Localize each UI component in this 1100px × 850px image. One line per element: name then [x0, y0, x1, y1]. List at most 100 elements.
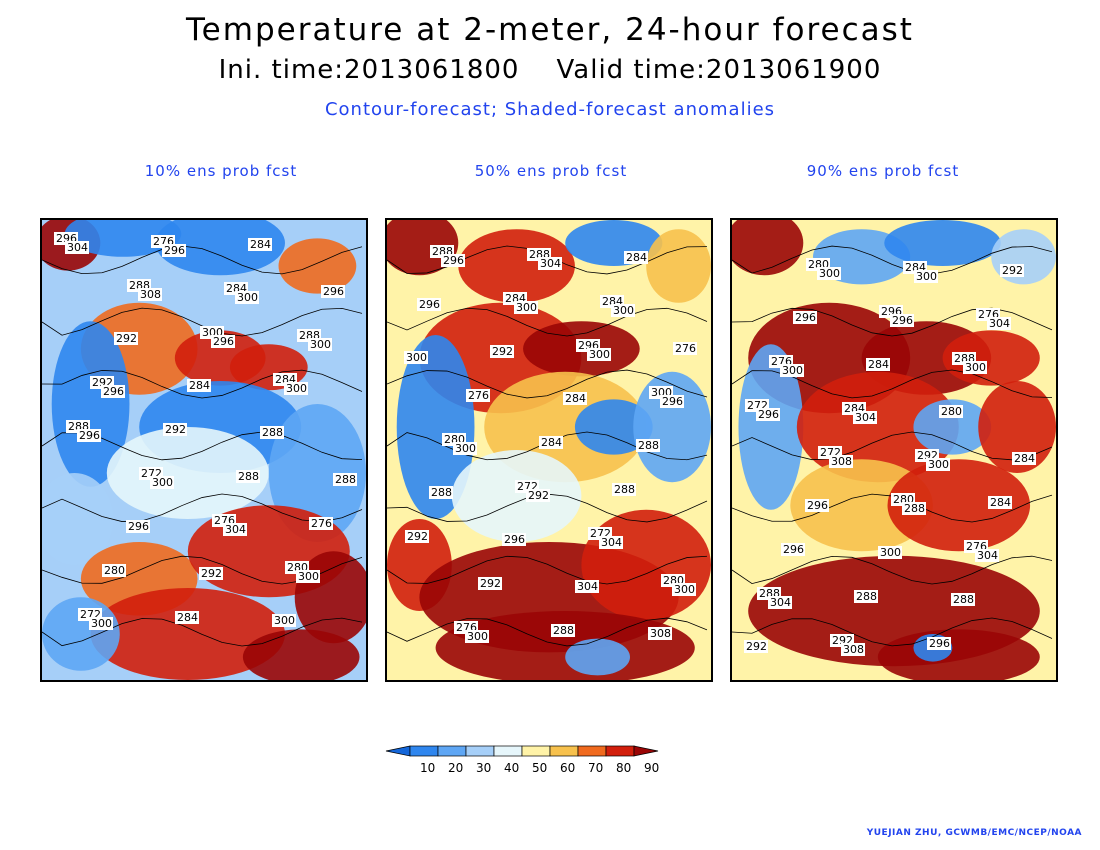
colorbar-segment [605, 745, 635, 757]
contour-label-box [272, 614, 296, 627]
contour-label-box [138, 288, 162, 301]
contour-label: 296 [128, 520, 149, 533]
contour-label: 308 [650, 627, 671, 640]
contour-label-box [768, 596, 792, 609]
contour-label-box [405, 530, 429, 543]
contour-label: 280 [941, 405, 962, 418]
contour-label-box [902, 502, 926, 515]
temperature-contour [42, 617, 363, 647]
contour-label-box [526, 489, 550, 502]
colorbar-tick-label: 30 [476, 761, 491, 775]
contour-label-box [417, 298, 441, 311]
anomaly-shading [458, 229, 575, 303]
contour-label: 288 [262, 426, 283, 439]
contour-label: 300 [467, 630, 488, 643]
colorbar-segment [385, 745, 411, 757]
contour-label-box [914, 270, 938, 283]
anomaly-shading [242, 629, 360, 680]
contour-label-box [575, 580, 599, 593]
map-field-1: 2882842963002802722722802762882842762762… [387, 220, 711, 680]
contour-label-box [89, 617, 113, 630]
contour-label: 296 [758, 408, 779, 421]
contour-label: 288 [953, 593, 974, 606]
temperature-contour [387, 307, 708, 337]
anomaly-shading [155, 220, 285, 276]
contour-label: 288 [335, 473, 356, 486]
contour-label: 308 [140, 288, 161, 301]
colorbar-segment [549, 745, 579, 757]
contour-label: 300 [298, 570, 319, 583]
contour-label-box [563, 392, 587, 405]
contour-label-box [890, 314, 914, 327]
contour-label-box [636, 439, 660, 452]
contour-label-box [248, 238, 272, 251]
contour-label: 296 [213, 335, 234, 348]
contour-label-box [927, 637, 951, 650]
contour-label-box [611, 304, 635, 317]
panel-title-90: 90% ens prob fcst [806, 162, 960, 180]
contour-label-box [126, 520, 150, 533]
contour-label: 300 [274, 614, 295, 627]
colorbar-tick-label: 40 [504, 761, 519, 775]
contour-label: 292 [407, 530, 428, 543]
contour-label: 300 [91, 617, 112, 630]
contour-label: 284 [565, 392, 586, 405]
contour-label: 296 [662, 395, 683, 408]
contour-label-box [284, 382, 308, 395]
contour-label-box [163, 423, 187, 436]
contour-label: 276 [311, 517, 332, 530]
contour-label: 284 [990, 496, 1011, 509]
contour-label: 288 [614, 483, 635, 496]
anomaly-colorbar: 10 20 30 40 50 60 70 80 90 [385, 745, 659, 775]
contour-label-box [236, 470, 260, 483]
contour-label-box [162, 244, 186, 257]
contour-label: 292 [165, 423, 186, 436]
contour-label-box [987, 317, 1011, 330]
contour-label-box [612, 483, 636, 496]
contour-label: 300 [152, 476, 173, 489]
anomaly-shading [646, 229, 711, 303]
contour-label: 300 [782, 364, 803, 377]
anomaly-shading [451, 450, 582, 542]
contour-label-box [841, 643, 865, 656]
contour-label-box [1012, 452, 1036, 465]
contour-label-box [478, 577, 502, 590]
anomaly-shading [387, 220, 459, 276]
colorbar-segment [437, 745, 467, 757]
contour-label: 300 [286, 382, 307, 395]
contour-label-box [756, 408, 780, 421]
contour-label-box [466, 389, 490, 402]
panel-title-50: 50% ens prob fcst [474, 162, 628, 180]
contour-label-box [963, 361, 987, 374]
contour-label: 296 [807, 499, 828, 512]
temperature-contour [732, 431, 1053, 461]
contour-label-box [465, 630, 489, 643]
contour-label-box [309, 517, 333, 530]
contour-label-box [538, 257, 562, 270]
contour-label: 292 [492, 345, 513, 358]
contour-label: 300 [589, 348, 610, 361]
temperature-contour [387, 555, 708, 585]
contour-label-box [199, 567, 223, 580]
contour-label-box [77, 429, 101, 442]
contour-label: 304 [989, 317, 1010, 330]
contour-label: 288 [238, 470, 259, 483]
contour-label: 284 [626, 251, 647, 264]
contour-label-box [150, 476, 174, 489]
contour-label-box [781, 543, 805, 556]
contour-label-box [599, 536, 623, 549]
contour-label: 292 [746, 640, 767, 653]
anomaly-shading [574, 399, 653, 455]
contour-label-box [102, 564, 126, 577]
contour-label-box [333, 473, 357, 486]
contour-label: 300 [965, 361, 986, 374]
contour-label: 296 [323, 285, 344, 298]
contour-label: 304 [540, 257, 561, 270]
contour-label: 300 [237, 291, 258, 304]
contour-label: 292 [201, 567, 222, 580]
contour-label: 296 [103, 385, 124, 398]
contour-label-box [805, 499, 829, 512]
contour-label-box [114, 332, 138, 345]
colorbar-tick-label: 50 [532, 761, 547, 775]
contour-label: 288 [904, 502, 925, 515]
